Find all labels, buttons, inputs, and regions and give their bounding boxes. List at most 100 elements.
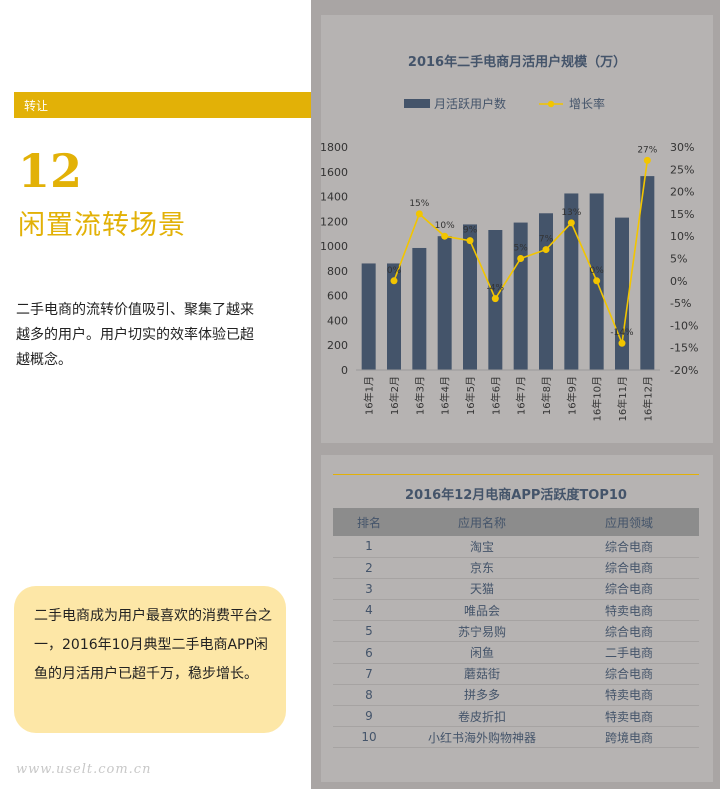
- table-cell-rank: 6: [333, 641, 405, 664]
- bar: [615, 217, 629, 370]
- table-cell-field: 综合电商: [559, 536, 699, 558]
- table-cell-field: 综合电商: [559, 557, 699, 579]
- table-cell-field: 跨境电商: [559, 726, 699, 749]
- bar: [513, 222, 528, 370]
- table-cell-rank: 1: [333, 536, 405, 558]
- y-tick-label: 1800: [320, 141, 348, 154]
- callout-text: 二手电商成为用户最喜欢的消费平台之一，2016年10月典型二手电商APP闲鱼的月…: [34, 608, 272, 682]
- table-cell-field: 综合电商: [559, 620, 699, 643]
- y2-tick-label: 10%: [670, 230, 694, 243]
- growth-point: [542, 246, 550, 254]
- table-cell-app: 天猫: [405, 578, 559, 601]
- section-number: 12: [18, 144, 83, 198]
- legend-swatch-bar: [404, 99, 430, 108]
- table-row: 4 唯品会 特卖电商: [333, 599, 699, 622]
- y2-tick-label: -20%: [670, 364, 698, 377]
- section-tab-label: 转让: [24, 99, 49, 113]
- table-cell-rank: 10: [333, 726, 405, 749]
- bar: [437, 236, 452, 370]
- bar: [640, 176, 655, 370]
- table-cell-rank: 4: [333, 599, 405, 622]
- table-rule: [333, 474, 699, 475]
- x-tick-label: 16年5月: [464, 376, 477, 415]
- y2-tick-label: -10%: [670, 319, 698, 332]
- table-row: 5 苏宁易购 综合电商: [333, 620, 699, 643]
- y-tick-label: 200: [327, 339, 348, 352]
- bar: [463, 224, 477, 370]
- table-cell-field: 综合电商: [559, 663, 699, 685]
- callout-box: 二手电商成为用户最喜欢的消费平台之一，2016年10月典型二手电商APP闲鱼的月…: [14, 586, 286, 733]
- y2-tick-label: 5%: [670, 253, 687, 266]
- x-tick-label: 16年6月: [489, 376, 502, 415]
- growth-point: [491, 295, 499, 303]
- legend-marker-line: [547, 100, 555, 108]
- table-title: 2016年12月电商APP活跃度TOP10: [405, 488, 627, 503]
- table-cell-rank: 3: [333, 578, 405, 601]
- table-header-field: 应用领域: [559, 508, 699, 536]
- y2-tick-label: 15%: [670, 208, 694, 221]
- watermark: www.uselt.com.cn: [16, 762, 152, 777]
- bar: [539, 213, 553, 370]
- growth-point: [618, 339, 626, 347]
- growth-point: [643, 156, 651, 164]
- growth-data-label: 0%: [387, 266, 402, 276]
- table-cell-rank: 5: [333, 620, 405, 643]
- y2-tick-label: -15%: [670, 342, 698, 355]
- y2-tick-label: 25%: [670, 163, 694, 176]
- growth-point: [567, 219, 575, 227]
- bar: [361, 263, 376, 370]
- top10-table: 排名 应用名称 应用领域 1 淘宝 综合电商 2 京东 综合电商 3 天猫 综合电商 4 唯品会 特卖…: [333, 508, 699, 749]
- chart-title: 2016年二手电商月活用户规模（万）: [408, 54, 626, 70]
- growth-data-label: -14%: [610, 328, 634, 338]
- table-cell-field: 二手电商: [559, 641, 699, 664]
- legend-label-line: 增长率: [569, 96, 605, 111]
- growth-point: [415, 210, 423, 218]
- growth-point: [466, 237, 474, 245]
- x-tick-label: 16年10月: [591, 376, 604, 421]
- bar: [412, 247, 427, 370]
- table-cell-field: 综合电商: [559, 578, 699, 601]
- y-tick-label: 600: [327, 290, 348, 303]
- growth-point: [593, 277, 601, 285]
- table-row: 7 蘑菇街 综合电商: [333, 663, 699, 685]
- y-tick-label: 400: [327, 314, 348, 327]
- y2-tick-label: 0%: [670, 275, 687, 288]
- x-tick-label: 16年12月: [641, 376, 654, 421]
- growth-data-label: 9%: [463, 226, 478, 236]
- x-tick-label: 16年4月: [439, 376, 452, 415]
- bar: [387, 263, 401, 370]
- table-cell-rank: 7: [333, 663, 405, 685]
- table-header-app: 应用名称: [405, 508, 559, 536]
- bar: [564, 193, 579, 370]
- growth-point: [517, 255, 525, 262]
- x-tick-label: 16年1月: [363, 376, 376, 415]
- table-cell-app: 闲鱼: [405, 641, 559, 664]
- growth-point: [441, 232, 449, 240]
- y-tick-label: 1000: [320, 240, 348, 253]
- table-cell-rank: 9: [333, 705, 405, 728]
- section-title: 闲置流转场景: [18, 210, 186, 241]
- table-cell-app: 小红书海外购物神器: [405, 726, 559, 749]
- table-cell-app: 蘑菇街: [405, 663, 559, 685]
- table-cell-field: 特卖电商: [559, 599, 699, 622]
- growth-point: [390, 277, 398, 285]
- growth-data-label: 0%: [590, 266, 605, 276]
- table-row: 9 卷皮折扣 特卖电商: [333, 705, 699, 728]
- table-cell-app: 淘宝: [405, 536, 559, 558]
- table-row: 10 小红书海外购物神器 跨境电商: [333, 726, 699, 749]
- table-cell-app: 苏宁易购: [405, 620, 559, 643]
- y-tick-label: 1400: [320, 191, 348, 204]
- table-header-rank: 排名: [333, 508, 405, 536]
- growth-data-label: 5%: [514, 244, 529, 254]
- table-header-row: 排名 应用名称 应用领域: [333, 508, 699, 536]
- growth-data-label: -4%: [487, 284, 505, 294]
- x-tick-label: 16年2月: [388, 376, 401, 415]
- intro-text: 二手电商的流转价值吸引、聚集了越来越多的用户。用户切实的效率体验已超越概念。: [16, 302, 254, 368]
- legend-label-bar: 月活跃用户数: [434, 96, 506, 111]
- y-tick-label: 0: [341, 364, 348, 377]
- table-row: 2 京东 综合电商: [333, 557, 699, 579]
- left-panel: 转让 12 闲置流转场景 二手电商的流转价值吸引、聚集了越来越多的用户。用户切实…: [0, 0, 311, 789]
- table-cell-rank: 8: [333, 684, 405, 707]
- table-row: 3 天猫 综合电商: [333, 578, 699, 601]
